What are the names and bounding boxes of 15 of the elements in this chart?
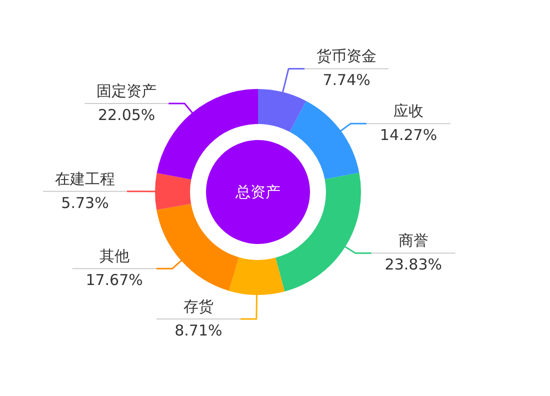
data-label: 5.73% (61, 194, 109, 212)
data-label: 23.83% (384, 256, 442, 274)
slice-label: 商誉 (398, 232, 428, 250)
slice-label: 在建工程 (55, 170, 115, 188)
slice-label: 固定资产 (96, 82, 157, 100)
data-label: 8.71% (174, 321, 222, 340)
data-label: 7.74% (322, 71, 370, 90)
slice-label: 应收 (394, 102, 424, 120)
slice-label: 货币资金 (316, 47, 377, 66)
data-label: 17.67% (86, 271, 143, 290)
data-label: 14.27% (380, 126, 438, 144)
center-circle: 总资产 (206, 140, 310, 244)
data-label: 22.05% (98, 106, 156, 124)
slice-label: 其他 (99, 247, 130, 266)
legend-label: 存货 (183, 297, 214, 316)
